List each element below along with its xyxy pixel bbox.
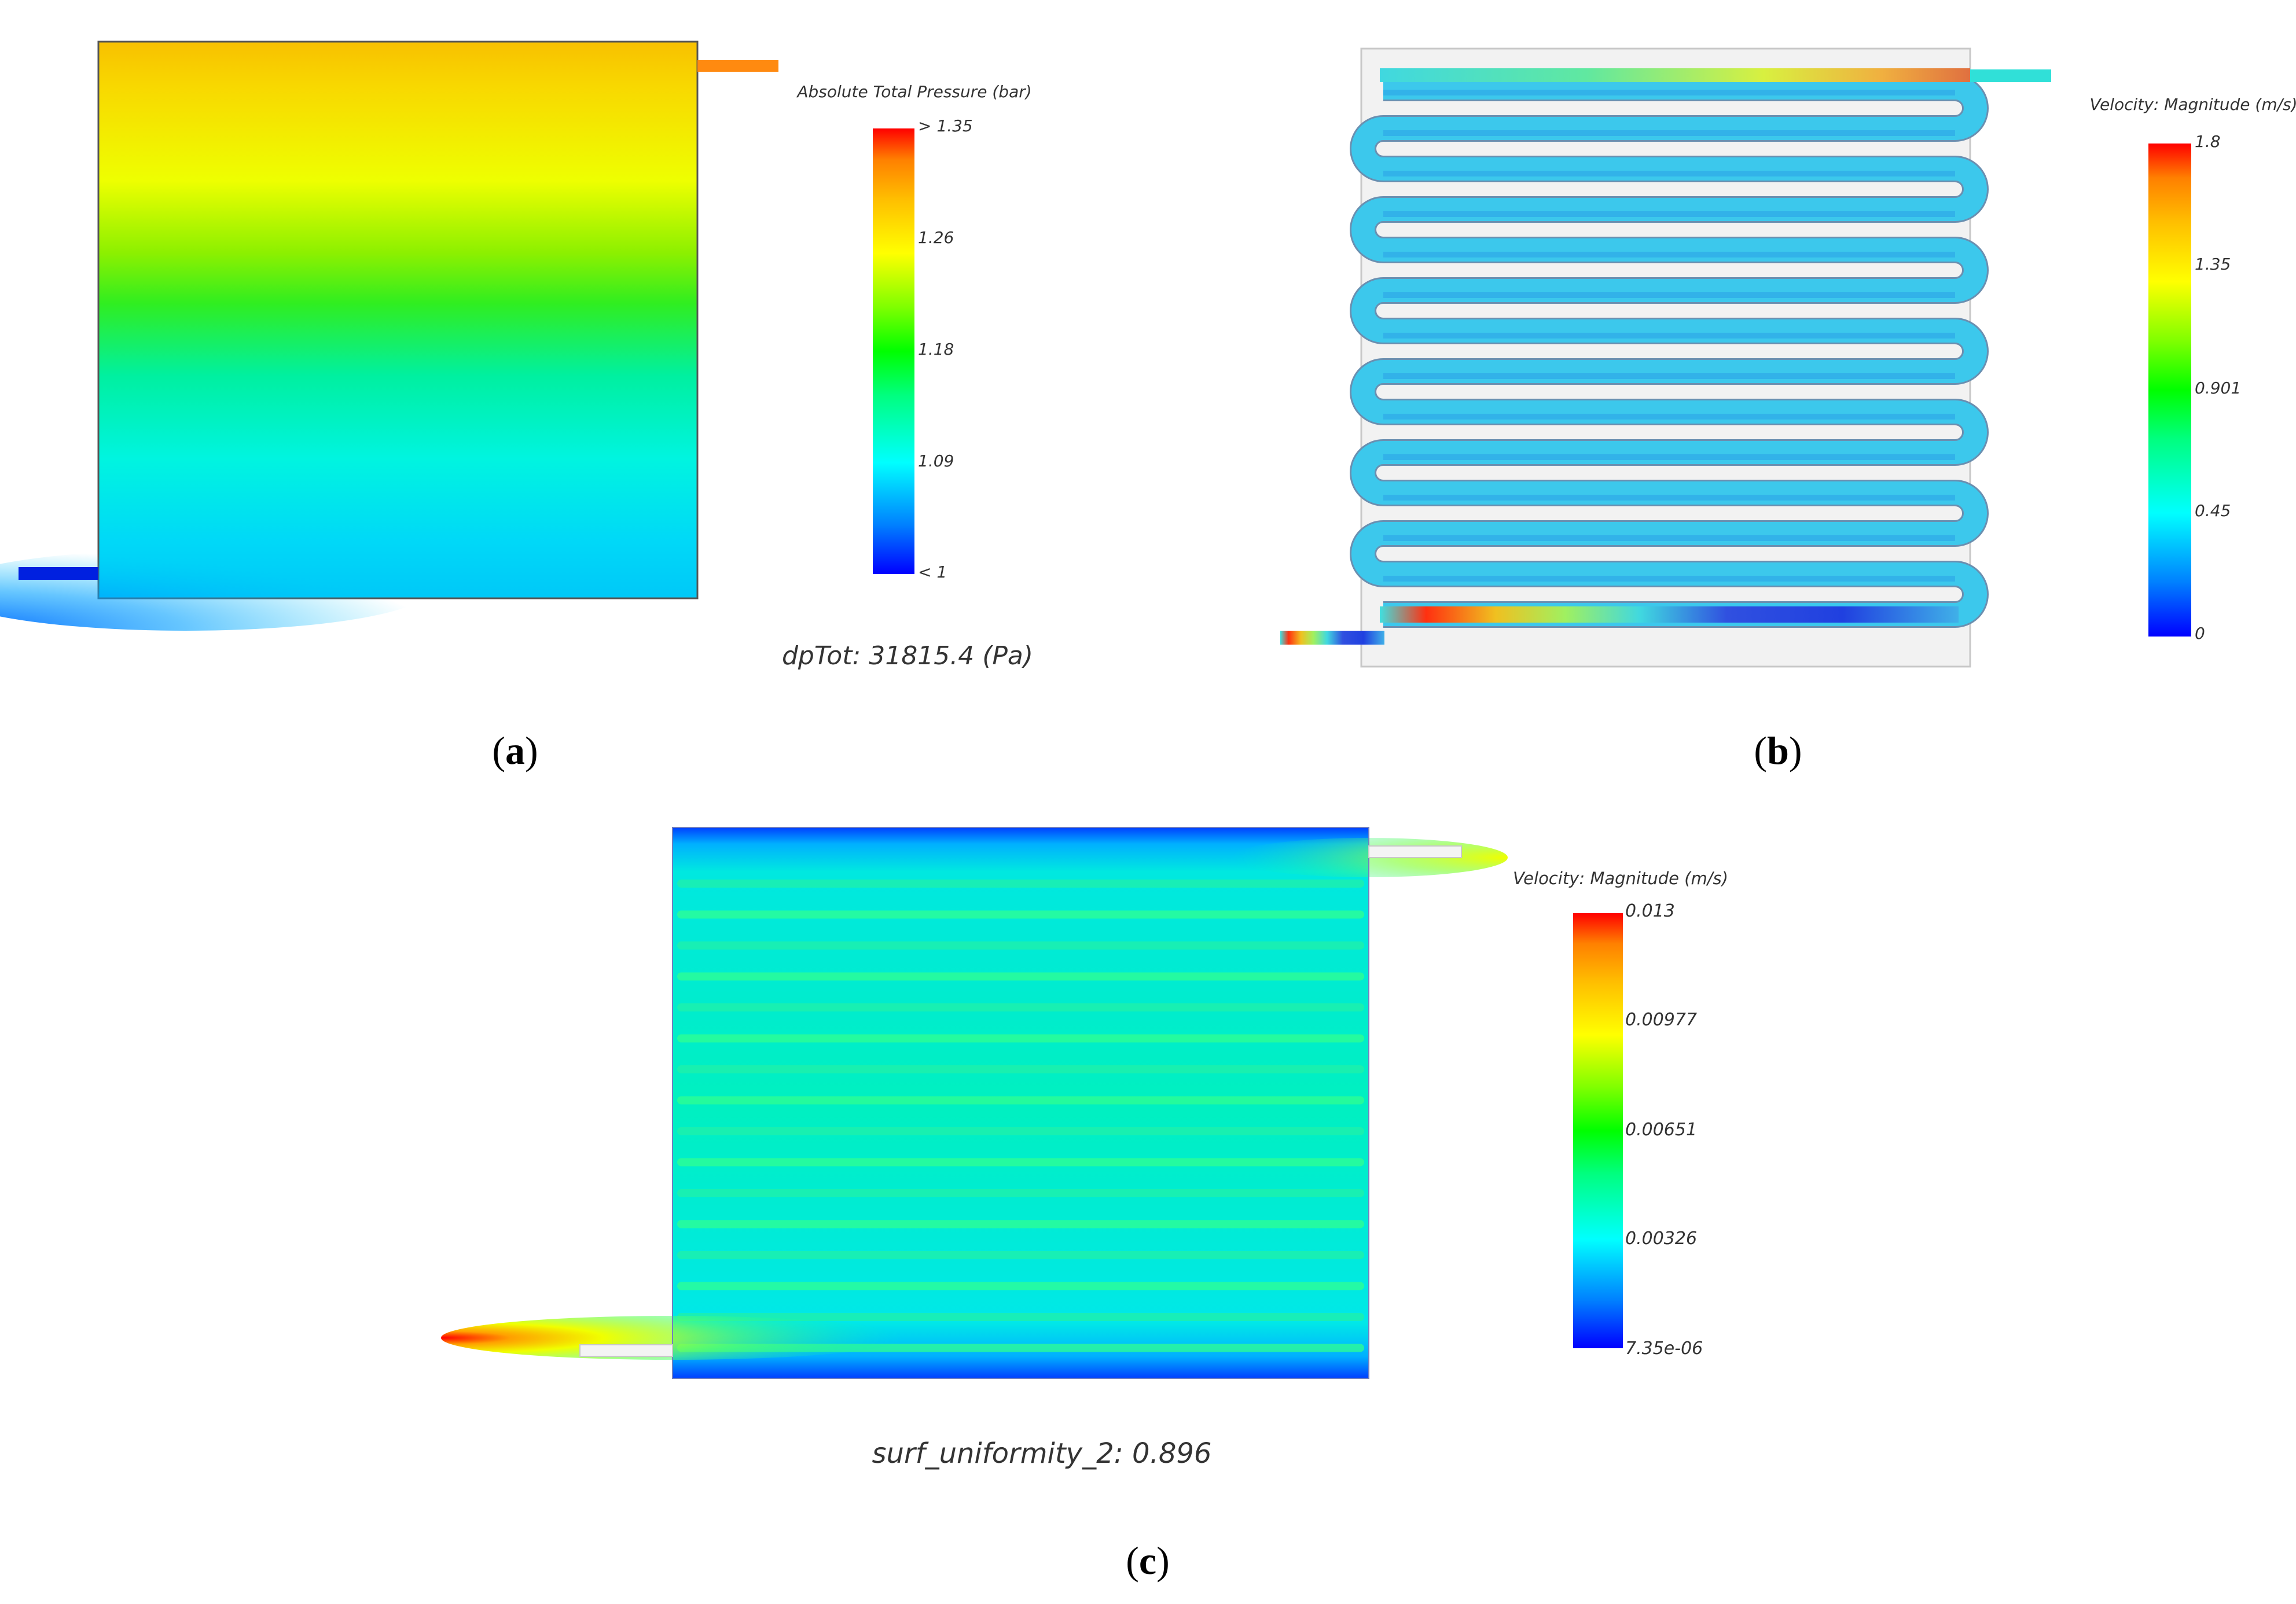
inlet-pipe-c bbox=[579, 1344, 673, 1357]
legend-title-b: Velocity: Magnitude (m/s) bbox=[2089, 95, 2296, 114]
colorbar-c-tick: 0.00651 bbox=[1625, 1120, 1697, 1140]
flow-stripe bbox=[677, 1282, 1364, 1290]
panel-label-c: (c) bbox=[1126, 1539, 1170, 1583]
low-pressure-zone bbox=[0, 550, 428, 631]
flow-stripe bbox=[677, 1158, 1364, 1167]
flow-stripe bbox=[677, 1096, 1364, 1105]
panel-c: Velocity: Magnitude (m/s) 0.013 0.00977 … bbox=[441, 827, 1728, 1583]
colorbar-c-tick: 0.013 bbox=[1625, 901, 1675, 921]
inlet-pipe-a bbox=[19, 567, 98, 580]
flow-stripe bbox=[677, 910, 1364, 919]
colorbar-c-tick: 7.35e-06 bbox=[1625, 1338, 1703, 1359]
colorbar-a-tick: 1.09 bbox=[918, 451, 954, 470]
legend-title-a: Absolute Total Pressure (bar) bbox=[796, 82, 1031, 101]
colorbar-c-tick: 0.00326 bbox=[1625, 1228, 1697, 1249]
flow-stripe bbox=[677, 1003, 1364, 1011]
serpentine-channel bbox=[1350, 68, 1989, 628]
outlet-pipe-a bbox=[697, 60, 778, 72]
pressure-field bbox=[97, 41, 699, 599]
surface-uniformity-readout: surf_uniformity_2: 0.896 bbox=[872, 1437, 1212, 1470]
flow-stripe bbox=[677, 1189, 1364, 1197]
panel-a: Absolute Total Pressure (bar) > 1.35 1.2… bbox=[0, 41, 1033, 772]
channel-flow bbox=[1351, 76, 1987, 626]
panel-label-b: (b) bbox=[1754, 729, 1802, 772]
colorbar-b-tick: 1.35 bbox=[2195, 255, 2231, 274]
flow-stripe bbox=[677, 1251, 1364, 1259]
colorbar-a-tick: > 1.35 bbox=[918, 116, 973, 135]
colorbar-c bbox=[1573, 913, 1623, 1348]
colorbar-b bbox=[2148, 144, 2191, 637]
flow-stripe bbox=[677, 1313, 1364, 1321]
colorbar-c-tick: 0.00977 bbox=[1625, 1010, 1697, 1030]
colorbar-a-tick: 1.18 bbox=[918, 340, 954, 359]
channel-stripes bbox=[677, 880, 1364, 1352]
legend-title-c: Velocity: Magnitude (m/s) bbox=[1513, 869, 1728, 888]
flow-stripe bbox=[677, 880, 1364, 888]
outlet-pipe-c bbox=[1368, 845, 1462, 858]
colorbar-b-tick: 0.901 bbox=[2195, 378, 2241, 398]
bottom-inlet-flow bbox=[1380, 606, 1959, 623]
top-header-flow bbox=[1380, 68, 1970, 82]
colorbar-b-tick: 1.8 bbox=[2195, 132, 2221, 151]
colorbar-a-tick: < 1 bbox=[918, 562, 947, 582]
inlet-pipe-b bbox=[1280, 631, 1384, 645]
pressure-drop-readout: dpTot: 31815.4 (Pa) bbox=[782, 641, 1033, 671]
colorbar-b-tick: 0.45 bbox=[2195, 501, 2231, 520]
field-border-c bbox=[672, 827, 1369, 1379]
flow-stripe bbox=[677, 1127, 1364, 1135]
flow-stripe bbox=[677, 1034, 1364, 1043]
flow-stripe bbox=[677, 1065, 1364, 1073]
panel-label-a: (a) bbox=[492, 729, 538, 772]
flow-stripe bbox=[677, 972, 1364, 981]
panel-b: Velocity: Magnitude (m/s) 1.8 1.35 0.901… bbox=[1280, 47, 2296, 772]
flow-stripe bbox=[677, 1220, 1364, 1228]
colorbar-a bbox=[873, 128, 914, 574]
flow-stripe bbox=[677, 941, 1364, 950]
colorbar-b-tick: 0 bbox=[2195, 624, 2205, 643]
outlet-pipe-b bbox=[1970, 69, 2051, 82]
colorbar-a-tick: 1.26 bbox=[918, 228, 954, 247]
